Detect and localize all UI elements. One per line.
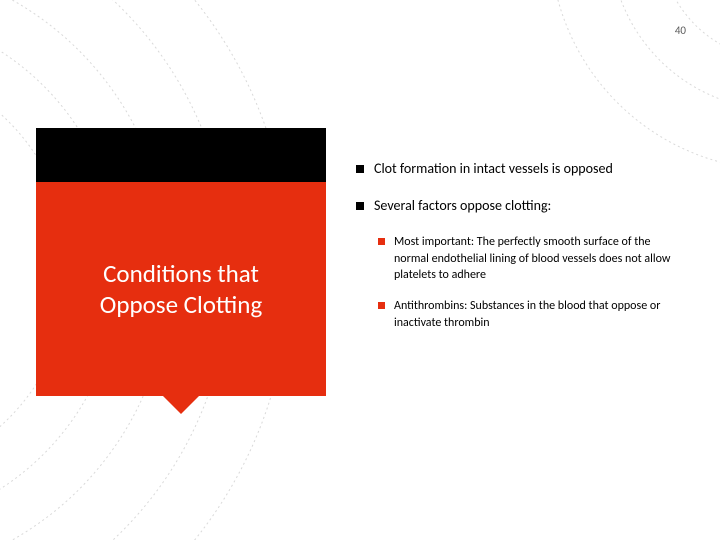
title-top-band xyxy=(36,128,326,182)
bullet-text: Clot formation in intact vessels is oppo… xyxy=(374,160,613,179)
bullet-text: Antithrombins: Substances in the blood t… xyxy=(394,298,686,332)
slide-title: Conditions that Oppose Clotting xyxy=(64,258,298,321)
bullet-level2: Most important: The perfectly smooth sur… xyxy=(378,234,686,284)
bullet-text: Several factors oppose clotting: xyxy=(374,197,551,216)
page-number: 40 xyxy=(675,24,686,37)
bullet-level1: Clot formation in intact vessels is oppo… xyxy=(356,160,686,179)
bullet-level1: Several factors oppose clotting: xyxy=(356,197,686,216)
title-main: Conditions that Oppose Clotting xyxy=(36,182,326,396)
square-bullet-icon xyxy=(356,202,364,210)
bullet-text: Most important: The perfectly smooth sur… xyxy=(394,234,686,284)
title-notch xyxy=(161,394,201,414)
bullet-level2: Antithrombins: Substances in the blood t… xyxy=(378,298,686,332)
square-bullet-icon xyxy=(356,165,364,173)
title-block: Conditions that Oppose Clotting xyxy=(36,128,326,396)
square-bullet-icon xyxy=(378,302,385,309)
content-area: Clot formation in intact vessels is oppo… xyxy=(356,160,686,346)
square-bullet-icon xyxy=(378,238,385,245)
